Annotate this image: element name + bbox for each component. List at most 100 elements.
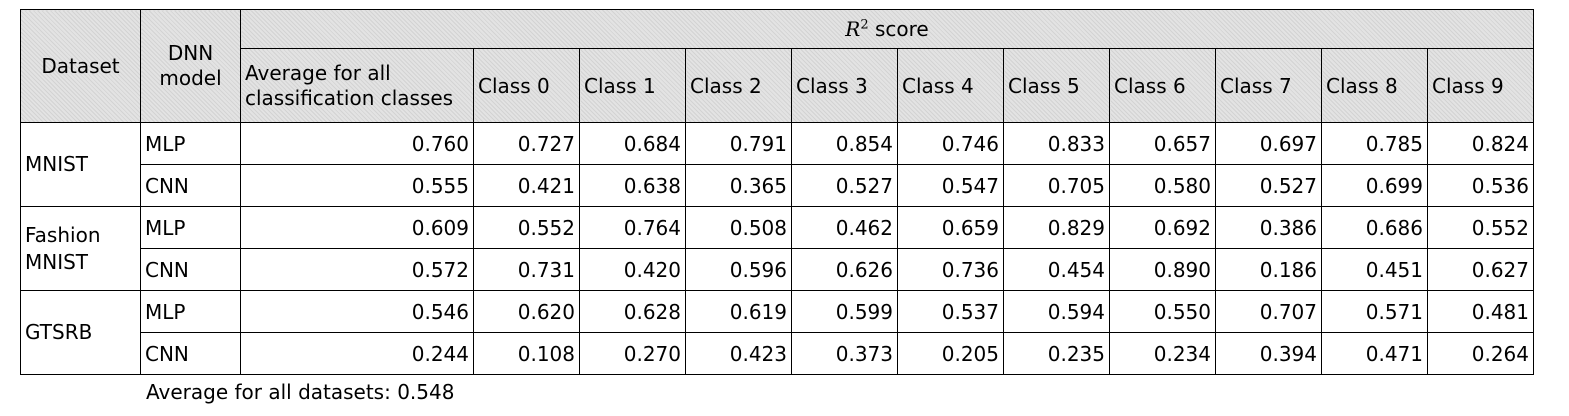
- score-cell: 0.697: [1215, 122, 1322, 165]
- score-cell: 0.264: [1427, 332, 1534, 375]
- score-cell: 0.684: [579, 122, 686, 165]
- table-row: Fashion MNIST MLP 0.609 0.552 0.764 0.50…: [20, 206, 1534, 291]
- score-cell: 0.580: [1109, 164, 1216, 207]
- score-cell: 0.205: [897, 332, 1004, 375]
- score-cell: 0.421: [473, 164, 580, 207]
- score-cell: 0.829: [1003, 206, 1110, 249]
- score-cell: 0.619: [685, 290, 792, 333]
- column-header-class-3: Class 3: [791, 48, 898, 123]
- model-cell: CNN: [140, 248, 241, 291]
- score-cell: 0.552: [1427, 206, 1534, 249]
- score-cell: 0.454: [1003, 248, 1110, 291]
- r2-superscript: 2: [860, 17, 869, 33]
- score-cell: 0.555: [240, 164, 474, 207]
- score-cell: 0.791: [685, 122, 792, 165]
- score-cell: 0.686: [1321, 206, 1428, 249]
- score-cell: 0.731: [473, 248, 580, 291]
- score-cell: 0.508: [685, 206, 792, 249]
- score-cell: 0.699: [1321, 164, 1428, 207]
- r2-symbol: R: [845, 17, 861, 41]
- score-cell: 0.692: [1109, 206, 1216, 249]
- model-cell: MLP: [140, 122, 241, 165]
- score-cell: 0.736: [897, 248, 1004, 291]
- table-row: GTSRB MLP 0.546 0.620 0.628 0.619 0.599 …: [20, 290, 1534, 375]
- score-cell: 0.764: [579, 206, 686, 249]
- model-cell: CNN: [140, 332, 241, 375]
- score-cell: 0.537: [897, 290, 1004, 333]
- score-cell: 0.550: [1109, 290, 1216, 333]
- score-cell: 0.594: [1003, 290, 1110, 333]
- score-cell: 0.707: [1215, 290, 1322, 333]
- column-header-class-5: Class 5: [1003, 48, 1110, 123]
- score-cell: 0.527: [791, 164, 898, 207]
- model-cell: CNN: [140, 164, 241, 207]
- score-cell: 0.481: [1427, 290, 1534, 333]
- column-header-class-2: Class 2: [685, 48, 792, 123]
- score-cell: 0.785: [1321, 122, 1428, 165]
- score-cell: 0.234: [1109, 332, 1216, 375]
- score-cell: 0.705: [1003, 164, 1110, 207]
- dnn-model-header: DNN model: [140, 9, 241, 123]
- score-cell: 0.423: [685, 332, 792, 375]
- score-cell: 0.572: [240, 248, 474, 291]
- column-header-class-1: Class 1: [579, 48, 686, 123]
- score-cell: 0.760: [240, 122, 474, 165]
- dataset-cell-mnist: MNIST: [20, 122, 141, 207]
- score-cell: 0.657: [1109, 122, 1216, 165]
- header-row-columns: Average for all classification classes C…: [21, 48, 1534, 123]
- score-cell: 0.394: [1215, 332, 1322, 375]
- score-cell: 0.854: [791, 122, 898, 165]
- score-cell: 0.235: [1003, 332, 1110, 375]
- score-cell: 0.186: [1215, 248, 1322, 291]
- column-header-class-6: Class 6: [1109, 48, 1216, 123]
- score-cell: 0.626: [791, 248, 898, 291]
- score-cell: 0.746: [897, 122, 1004, 165]
- results-table: Dataset DNN model R2 score Average for a…: [20, 9, 1534, 375]
- score-cell: 0.386: [1215, 206, 1322, 249]
- score-cell: 0.451: [1321, 248, 1428, 291]
- score-cell: 0.890: [1109, 248, 1216, 291]
- score-cell: 0.270: [579, 332, 686, 375]
- header-row-top: Dataset DNN model R2 score: [20, 9, 1534, 123]
- score-cell: 0.373: [791, 332, 898, 375]
- average-footnote: Average for all datasets: 0.548: [146, 380, 455, 404]
- score-cell: 0.527: [1215, 164, 1322, 207]
- score-cell: 0.536: [1427, 164, 1534, 207]
- score-cell: 0.420: [579, 248, 686, 291]
- score-cell: 0.108: [473, 332, 580, 375]
- score-cell: 0.599: [791, 290, 898, 333]
- score-cell: 0.244: [240, 332, 474, 375]
- score-cell: 0.552: [473, 206, 580, 249]
- column-header-class-4: Class 4: [897, 48, 1004, 123]
- column-header-class-7: Class 7: [1215, 48, 1322, 123]
- r2-score-header: R2 score: [240, 9, 1534, 49]
- column-header-average: Average for all classification classes: [240, 48, 474, 123]
- score-cell: 0.609: [240, 206, 474, 249]
- column-header-class-9: Class 9: [1427, 48, 1534, 123]
- score-cell: 0.727: [473, 122, 580, 165]
- score-cell: 0.824: [1427, 122, 1534, 165]
- score-cell: 0.365: [685, 164, 792, 207]
- score-cell: 0.596: [685, 248, 792, 291]
- score-cell: 0.462: [791, 206, 898, 249]
- dataset-header: Dataset: [20, 9, 141, 123]
- score-cell: 0.627: [1427, 248, 1534, 291]
- column-header-class-0: Class 0: [473, 48, 580, 123]
- score-label: score: [868, 17, 929, 41]
- model-cell: MLP: [140, 206, 241, 249]
- score-cell: 0.547: [897, 164, 1004, 207]
- dataset-cell-fashion-mnist: Fashion MNIST: [20, 206, 141, 291]
- dataset-cell-gtsrb: GTSRB: [20, 290, 141, 375]
- model-cell: MLP: [140, 290, 241, 333]
- score-cell: 0.571: [1321, 290, 1428, 333]
- score-cell: 0.546: [240, 290, 474, 333]
- column-header-class-8: Class 8: [1321, 48, 1428, 123]
- table-row: CNN 0.555 0.421 0.638 0.365 0.527 0.547 …: [21, 164, 1534, 207]
- score-cell: 0.638: [579, 164, 686, 207]
- score-cell: 0.620: [473, 290, 580, 333]
- table-row: CNN 0.244 0.108 0.270 0.423 0.373 0.205 …: [21, 332, 1534, 375]
- table-row: MNIST MLP 0.760 0.727 0.684 0.791 0.854 …: [20, 122, 1534, 207]
- score-cell: 0.471: [1321, 332, 1428, 375]
- score-cell: 0.659: [897, 206, 1004, 249]
- score-cell: 0.833: [1003, 122, 1110, 165]
